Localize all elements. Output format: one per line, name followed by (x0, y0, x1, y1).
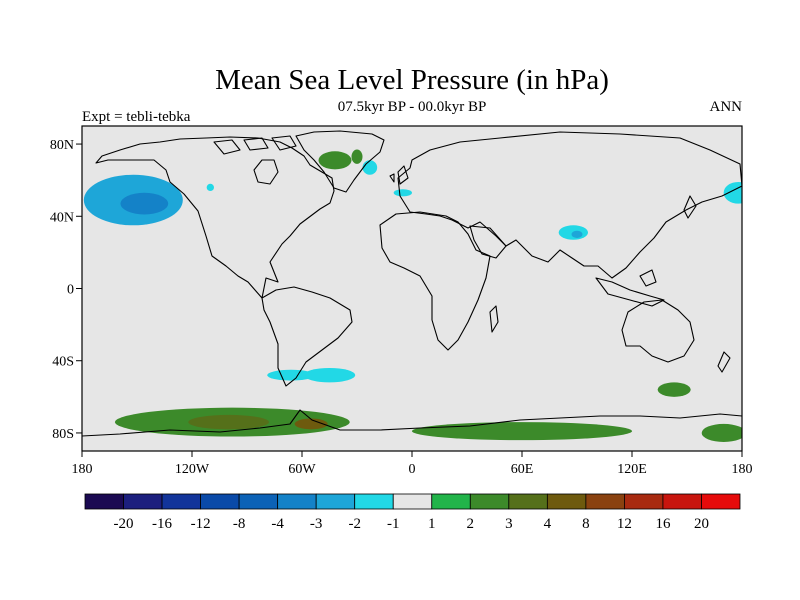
colorbar-swatch (84, 493, 124, 510)
colorbar-label: -1 (387, 516, 400, 532)
colorbar-label: 16 (655, 516, 671, 532)
colorbar-label: 8 (582, 516, 590, 532)
colorbar-swatch (469, 493, 510, 510)
coastline-arabia (469, 225, 507, 259)
colorbar-label: -8 (233, 516, 246, 532)
anomaly-far-east-pacific-low (723, 181, 742, 204)
map-background (82, 126, 742, 451)
colorbar-label: -4 (271, 516, 284, 532)
colorbar-swatch (200, 493, 240, 510)
colorbar-swatch (161, 493, 201, 510)
anomaly-tibet-core (571, 230, 583, 238)
coastline-australia (621, 299, 695, 363)
coastline-uk (389, 165, 409, 185)
colorbar-swatch (585, 493, 625, 510)
anomaly-north-pacific-core (120, 192, 169, 215)
colorbar-swatch (392, 493, 433, 510)
x-tick-label: 180 (72, 462, 93, 477)
colorbar-label: -20 (114, 516, 134, 532)
coastline-north-america (95, 136, 335, 299)
colorbar-swatch (624, 493, 664, 510)
colorbar-swatch (238, 493, 279, 510)
coastline-maritime-asia (595, 269, 665, 307)
colorbar-swatch (662, 493, 702, 510)
colorbar-label: 12 (617, 516, 632, 532)
x-tick-label: 180 (732, 462, 753, 477)
anomaly-south-atlantic-low (303, 367, 356, 383)
anomaly-drake-passage-low (267, 369, 315, 381)
anomaly-layer (83, 149, 742, 442)
colorbar-swatch (354, 493, 394, 510)
x-tick-label: 120E (617, 462, 647, 477)
colorbar-swatch (123, 493, 163, 510)
y-tick-label: 40N (50, 210, 74, 225)
y-tick-label: 40S (52, 355, 74, 370)
colorbar-label: 3 (505, 516, 513, 532)
coastline-south-america (261, 286, 353, 387)
x-tick-label: 120W (175, 462, 210, 477)
x-tick-label: 60W (288, 462, 316, 477)
colorbar-swatch (431, 493, 471, 510)
colorbar-swatch (546, 493, 587, 510)
y-tick-label: 80N (50, 138, 74, 153)
season-label: ANN (710, 99, 743, 115)
longitude-axis: 180 120W 60W 0 60E 120E 180 (72, 451, 753, 477)
anomaly-iberia-low (393, 189, 413, 197)
colorbar-label: -2 (348, 516, 361, 532)
anomaly-greenland-high-east (351, 149, 363, 164)
coastline-antarctica (82, 409, 742, 437)
coastline-japan (683, 195, 697, 219)
x-tick-label: 60E (511, 462, 534, 477)
anomaly-ross-sea-high (701, 423, 742, 442)
y-tick-label: 0 (67, 283, 74, 298)
colorbar-label: -16 (152, 516, 172, 532)
colorbar-label: 4 (544, 516, 552, 532)
latitude-axis: 80N 40N 0 40S 80S (50, 138, 82, 442)
colorbar-label: 20 (694, 516, 709, 532)
coastline-africa (379, 211, 491, 351)
anomaly-antarctic-core-west (188, 414, 269, 430)
colorbar-label: -12 (191, 516, 211, 532)
experiment-label: Expt = tebli-tebka (82, 109, 191, 125)
anomaly-alaska-low (206, 183, 214, 191)
coastline-greenland (295, 130, 385, 193)
colorbar-label: 1 (428, 516, 436, 532)
x-tick-label: 0 (409, 462, 416, 477)
colorbar-swatch (277, 493, 317, 510)
anomaly-antarctic-core-east (294, 418, 328, 430)
colorbar-label: 2 (467, 516, 475, 532)
anomaly-greenland-high (318, 151, 352, 170)
y-tick-label: 80S (52, 427, 74, 442)
colorbar-swatch (508, 493, 548, 510)
colorbar-label: -3 (310, 516, 323, 532)
colorbar: -20 -16 -12 -8 -4 -3 -2 -1 1 2 3 4 8 12 16 20 (84, 493, 741, 532)
anomaly-south-pacific-high (657, 382, 691, 397)
anomaly-antarctic-east-high (412, 422, 632, 441)
coastline-arctic-islands (213, 135, 297, 155)
coastline-new-zealand (717, 351, 731, 373)
coastline-madagascar (489, 305, 499, 333)
map-panel: 180 120W 60W 0 60E 120E 180 80N 40N 0 40S 80S (50, 125, 753, 477)
colorbar-swatch (701, 493, 741, 510)
plot-subtitle: 07.5kyr BP - 00.0kyr BP (338, 99, 487, 115)
coastlines (82, 130, 742, 437)
colorbar-swatch (315, 493, 356, 510)
coastline-hudson-bay (253, 159, 279, 185)
coastline-eurasia (397, 131, 742, 279)
plot-title: Mean Sea Level Pressure (in hPa) (215, 64, 609, 96)
anomaly-east-greenland-low (362, 160, 378, 175)
